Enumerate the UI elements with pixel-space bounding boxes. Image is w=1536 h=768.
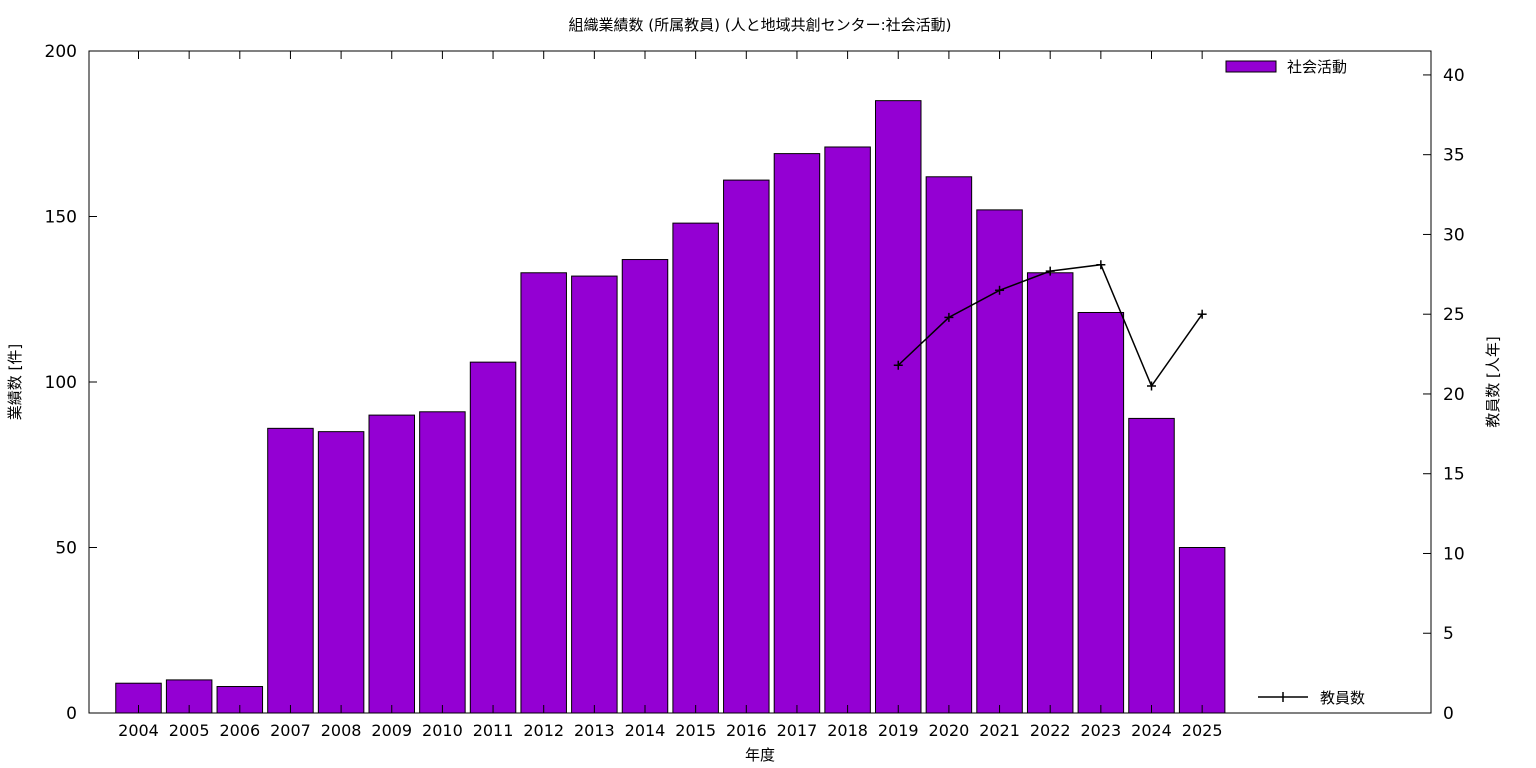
point-2025 (1197, 309, 1207, 319)
bar-2022 (1026, 272, 1074, 714)
point-2024 (1147, 381, 1156, 391)
bar-2010 (419, 411, 466, 714)
bar-2018 (824, 146, 871, 714)
bar-2024 (1128, 417, 1175, 714)
x-tick-label: 2022 (1030, 721, 1071, 740)
bar-2019 (875, 100, 922, 714)
bars-layer (115, 100, 1226, 714)
y-tick-label: 0 (66, 704, 77, 724)
bar-legend-label: 社会活動 (1287, 58, 1347, 76)
y-tick-label: 200 (45, 42, 77, 62)
bar-2023 (1077, 311, 1125, 714)
x-tick-label: 2011 (473, 721, 514, 740)
bar-2008 (317, 431, 365, 714)
x-tick-label: 2023 (1080, 721, 1121, 740)
x-tick-label: 2017 (777, 721, 818, 740)
point-2019 (893, 360, 903, 370)
bar-2017 (773, 153, 821, 714)
x-tick-label: 2013 (574, 721, 615, 740)
x-tick-label: 2004 (118, 721, 159, 740)
y2-tick-label: 5 (1443, 624, 1454, 644)
bar-2011 (469, 361, 517, 714)
bar-2016 (723, 179, 770, 714)
x-tick-label: 2014 (625, 721, 666, 740)
left-axis-ticks: 0 50 100 150 200 (45, 42, 97, 724)
y2-tick-label: 15 (1443, 465, 1465, 485)
x-tick-label: 2018 (827, 721, 868, 740)
bar-legend: 社会活動 (1225, 58, 1347, 76)
line-legend: 教員数 (1258, 689, 1365, 707)
line-legend-label: 教員数 (1320, 689, 1365, 707)
x-tick-label: 2019 (878, 721, 919, 740)
x-tick-label: 2016 (726, 721, 767, 740)
bar-2014 (621, 259, 669, 714)
x-tick-label: 2015 (675, 721, 716, 740)
x-tick-label: 2024 (1131, 721, 1172, 740)
x-tick-label: 2005 (169, 721, 210, 740)
chart-title: 組織業績数 (所属教員) (人と地域共創センター:社会活動) (568, 16, 951, 34)
bar-2015 (672, 222, 719, 714)
y-tick-label: 100 (45, 373, 77, 393)
y-axis-label: 業績数 [件] (6, 344, 24, 420)
bar-2012 (520, 272, 567, 714)
y2-tick-label: 10 (1443, 544, 1465, 564)
bar-2009 (368, 414, 415, 714)
point-2021 (995, 285, 1005, 295)
bar-2021 (976, 209, 1023, 714)
bar-2025 (1178, 547, 1226, 714)
right-axis-ticks: 0 5 10 15 20 25 30 35 40 (1423, 66, 1465, 724)
x-tick-label: 2009 (371, 721, 412, 740)
point-2022 (1045, 266, 1055, 276)
y-tick-label: 50 (55, 539, 77, 559)
point-2020 (944, 312, 954, 322)
x-axis-label: 年度 (745, 746, 775, 764)
x-tick-label: 2021 (979, 721, 1020, 740)
y2-tick-label: 40 (1443, 66, 1465, 86)
bar-2013 (571, 275, 618, 714)
y2-tick-label: 20 (1443, 385, 1465, 405)
x-tick-label: 2008 (321, 721, 362, 740)
x-tick-label: 2012 (523, 721, 564, 740)
y2-axis-label: 教員数 [人年] (1484, 336, 1502, 427)
point-2023 (1096, 260, 1106, 270)
x-tick-label: 2010 (422, 721, 463, 740)
y2-tick-label: 35 (1443, 146, 1465, 166)
y-tick-label: 150 (45, 208, 77, 228)
x-tick-label: 2020 (929, 721, 970, 740)
x-tick-label: 2025 (1182, 721, 1223, 740)
bar-2007 (267, 427, 314, 714)
x-tick-label: 2006 (219, 721, 260, 740)
y2-tick-label: 25 (1443, 305, 1465, 325)
bar-2020 (925, 176, 973, 714)
y2-tick-label: 30 (1443, 225, 1465, 245)
bar-legend-swatch (1225, 60, 1277, 73)
x-tick-label: 2007 (270, 721, 311, 740)
x-axis-ticks: 2004 2005 2006 2007 2008 2009 2010 2011 2012 2013… (118, 51, 1223, 740)
line-layer (893, 260, 1207, 391)
y2-tick-label: 0 (1443, 704, 1454, 724)
